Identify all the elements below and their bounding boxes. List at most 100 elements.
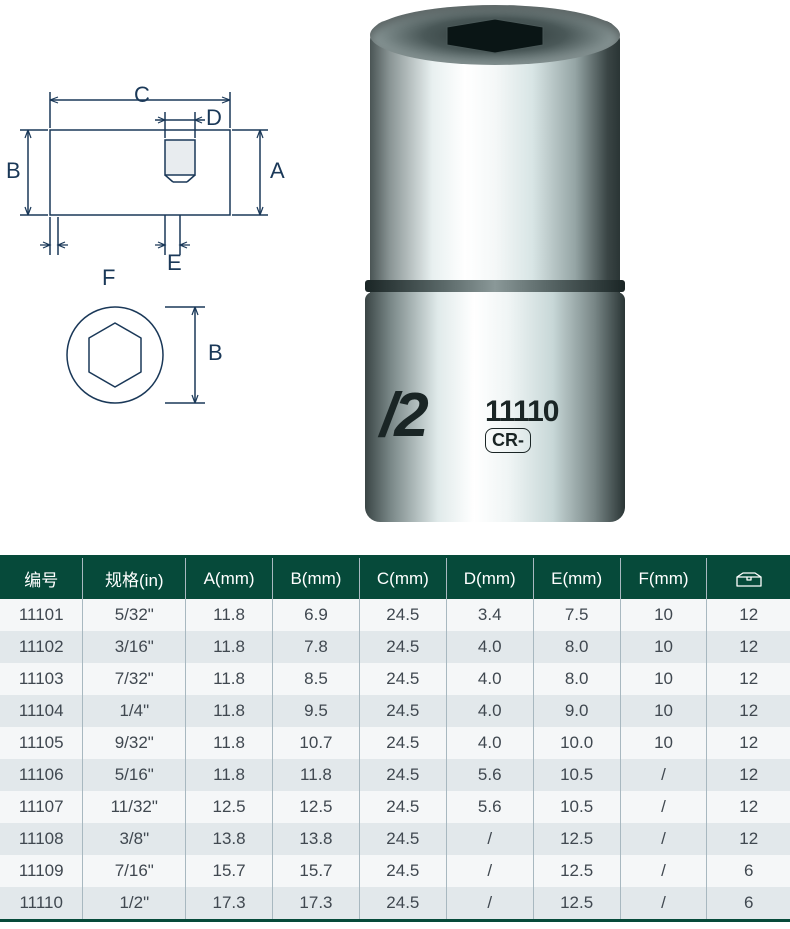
table-cell: 5/16" [83,759,186,791]
table-cell: / [446,855,533,887]
table-cell: 10.0 [533,727,620,759]
th-d: D(mm) [446,558,533,599]
table-cell: 24.5 [359,727,446,759]
table-cell: 11.8 [186,759,273,791]
spec-table: 编号规格(in)A(mm)B(mm)C(mm)D(mm)E(mm)F(mm) 1… [0,558,790,919]
table-cell: 10 [620,727,707,759]
table-row: 111023/16"11.87.824.54.08.01012 [0,631,790,663]
table-cell: 24.5 [359,791,446,823]
table-cell: 1/2" [83,887,186,919]
table-cell: 11.8 [186,695,273,727]
table-cell: 13.8 [186,823,273,855]
th-num: 编号 [0,558,83,599]
table-cell: 4.0 [446,727,533,759]
table-cell: 8.0 [533,631,620,663]
table-cell: 24.5 [359,855,446,887]
table-row: 1110711/32"12.512.524.55.610.5/12 [0,791,790,823]
table-cell: / [620,791,707,823]
table-cell: 24.5 [359,695,446,727]
table-cell: 3.4 [446,599,533,631]
table-cell: 15.7 [273,855,360,887]
socket-groove [365,280,625,292]
table-row: 111037/32"11.88.524.54.08.01012 [0,663,790,695]
dim-label-a: A [270,158,285,184]
spec-table-container: 编号规格(in)A(mm)B(mm)C(mm)D(mm)E(mm)F(mm) 1… [0,555,790,922]
table-row: 111059/32"11.810.724.54.010.01012 [0,727,790,759]
table-cell: 17.3 [186,887,273,919]
table-cell: 4.0 [446,695,533,727]
table-cell: 9/32" [83,727,186,759]
table-cell: 6 [707,887,790,919]
table-cell: 11109 [0,855,83,887]
table-cell: 11106 [0,759,83,791]
table-cell: 5.6 [446,759,533,791]
table-cell: 9.5 [273,695,360,727]
table-cell: 12 [707,791,790,823]
table-cell: 12 [707,695,790,727]
table-cell: / [620,823,707,855]
table-cell: 5/32" [83,599,186,631]
dim-label-f: F [102,265,115,291]
dimension-drawing [10,80,300,480]
table-row: 111065/16"11.811.824.55.610.5/12 [0,759,790,791]
dim-label-d: D [206,105,222,131]
socket-label-material: CR- [485,428,531,453]
table-row: 111015/32"11.86.924.53.47.51012 [0,599,790,631]
table-cell: 24.5 [359,759,446,791]
table-cell: 13.8 [273,823,360,855]
th-e: E(mm) [533,558,620,599]
th-spec: 规格(in) [83,558,186,599]
table-cell: 4.0 [446,663,533,695]
table-cell: 7.8 [273,631,360,663]
table-cell: 24.5 [359,823,446,855]
table-cell: 5.6 [446,791,533,823]
table-cell: 11102 [0,631,83,663]
table-cell: 11.8 [186,631,273,663]
table-cell: 1/4" [83,695,186,727]
table-cell: / [446,823,533,855]
table-cell: 10 [620,631,707,663]
th-b: B(mm) [273,558,360,599]
table-cell: 7/16" [83,855,186,887]
table-cell: 8.0 [533,663,620,695]
table-cell: 12 [707,599,790,631]
table-cell: 12 [707,759,790,791]
table-cell: / [620,887,707,919]
table-cell: 12.5 [273,791,360,823]
table-cell: 11/32" [83,791,186,823]
table-cell: 10.5 [533,759,620,791]
product-photo: /2 11110 CR- [310,0,690,530]
table-cell: 11103 [0,663,83,695]
table-cell: 3/16" [83,631,186,663]
table-cell: 12 [707,631,790,663]
table-cell: 10 [620,663,707,695]
th-icon [707,558,790,599]
socket-label-number: 11110 [485,395,558,429]
table-row: 111083/8"13.813.824.5/12.5/12 [0,823,790,855]
socket-hex-opening [425,15,565,57]
table-cell: 11.8 [273,759,360,791]
table-cell: 11110 [0,887,83,919]
socket-label-main: /2 [380,380,426,451]
table-cell: 7.5 [533,599,620,631]
table-cell: 24.5 [359,631,446,663]
table-cell: 10.7 [273,727,360,759]
diagram-area: C D B A E F B /2 11110 CR- [0,0,790,555]
table-cell: 10 [620,695,707,727]
table-cell: 24.5 [359,887,446,919]
th-a: A(mm) [186,558,273,599]
table-cell: 11108 [0,823,83,855]
technical-drawing: C D B A E F B [10,80,300,480]
table-cell: 24.5 [359,599,446,631]
table-cell: 11101 [0,599,83,631]
case-icon [735,571,763,587]
table-row: 111041/4"11.89.524.54.09.01012 [0,695,790,727]
dim-label-c: C [134,82,150,108]
table-cell: 12 [707,727,790,759]
table-row: 111097/16"15.715.724.5/12.5/6 [0,855,790,887]
table-cell: 12 [707,663,790,695]
table-cell: 11107 [0,791,83,823]
table-row: 111101/2"17.317.324.5/12.5/6 [0,887,790,919]
table-cell: 8.5 [273,663,360,695]
table-cell: 11105 [0,727,83,759]
